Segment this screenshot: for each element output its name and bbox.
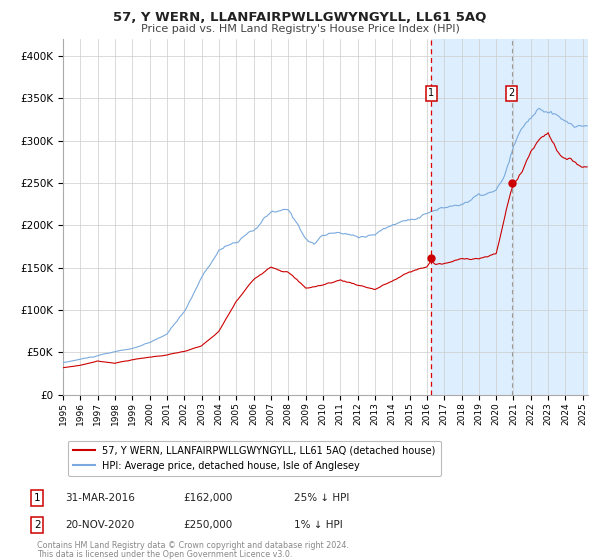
Text: 2: 2 [34,520,41,530]
Legend: 57, Y WERN, LLANFAIRPWLLGWYNGYLL, LL61 5AQ (detached house), HPI: Average price,: 57, Y WERN, LLANFAIRPWLLGWYNGYLL, LL61 5… [68,441,441,476]
Text: 20-NOV-2020: 20-NOV-2020 [65,520,134,530]
Text: This data is licensed under the Open Government Licence v3.0.: This data is licensed under the Open Gov… [37,550,293,559]
Text: 31-MAR-2016: 31-MAR-2016 [65,493,134,503]
Text: 57, Y WERN, LLANFAIRPWLLGWYNGYLL, LL61 5AQ: 57, Y WERN, LLANFAIRPWLLGWYNGYLL, LL61 5… [113,11,487,24]
Text: 25% ↓ HPI: 25% ↓ HPI [294,493,349,503]
Text: 1: 1 [34,493,41,503]
Text: 2: 2 [508,88,515,99]
Text: Contains HM Land Registry data © Crown copyright and database right 2024.: Contains HM Land Registry data © Crown c… [37,542,349,550]
Bar [431,39,588,395]
Text: £250,000: £250,000 [183,520,232,530]
Text: Price paid vs. HM Land Registry's House Price Index (HPI): Price paid vs. HM Land Registry's House … [140,24,460,34]
Text: 1% ↓ HPI: 1% ↓ HPI [294,520,343,530]
Text: 1: 1 [428,88,434,99]
Text: £162,000: £162,000 [183,493,232,503]
